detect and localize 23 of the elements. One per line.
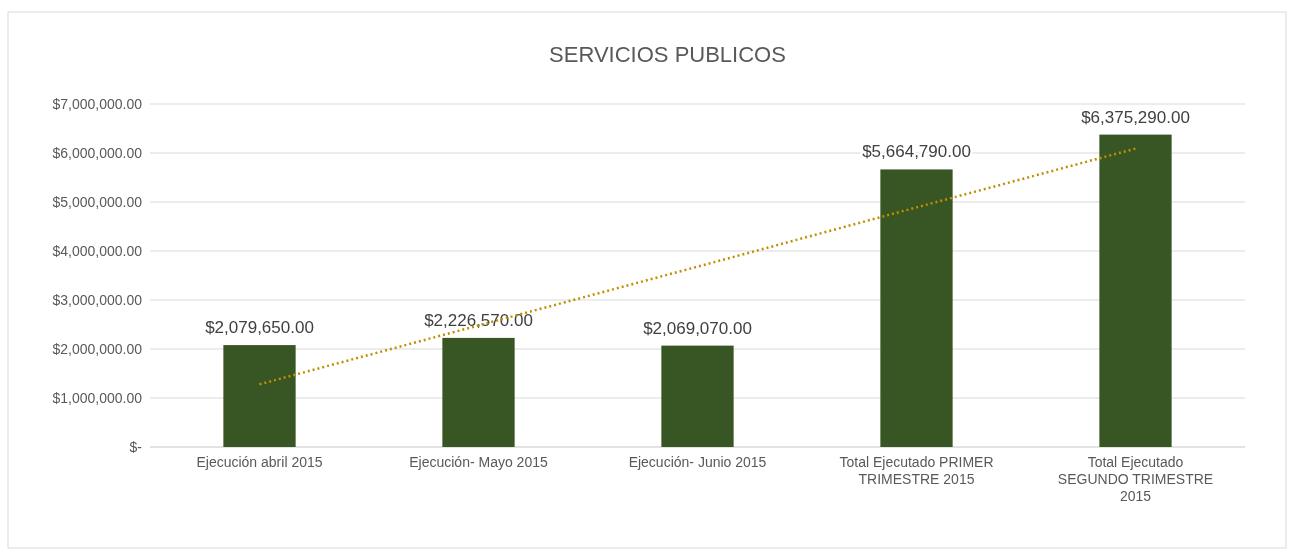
y-tick-label: $2,000,000.00 <box>52 340 143 357</box>
y-tick-label: $3,000,000.00 <box>52 291 143 308</box>
x-tick-label: Ejecución abril 2015 <box>196 453 323 470</box>
bar <box>223 345 296 447</box>
x-tick-label: Total Ejecutado PRIMER TRIMESTRE 2015 <box>839 453 994 487</box>
bar <box>1099 134 1172 447</box>
data-label: $5,664,790.00 <box>862 142 971 162</box>
bar <box>880 169 953 447</box>
data-label: $6,375,290.00 <box>1081 107 1190 127</box>
y-tick-label: $7,000,000.00 <box>52 95 143 112</box>
data-label: $2,069,070.00 <box>643 318 752 338</box>
chart-title: SERVICIOS PUBLICOS <box>549 42 786 67</box>
bar <box>442 337 515 447</box>
y-tick-label: $6,000,000.00 <box>52 144 143 161</box>
x-tick-label: Total Ejecutado SEGUNDO TRIMESTRE 2015 <box>1057 453 1214 504</box>
y-tick-label: $4,000,000.00 <box>52 242 143 259</box>
y-tick-label: $1,000,000.00 <box>52 389 143 406</box>
y-tick-label: $5,000,000.00 <box>52 193 143 210</box>
data-label: $2,079,650.00 <box>205 318 314 338</box>
x-tick-label: Ejecución- Mayo 2015 <box>409 453 548 470</box>
x-tick-label: Ejecución- Junio 2015 <box>628 453 767 470</box>
bar <box>661 345 734 447</box>
y-tick-label: $- <box>129 438 143 455</box>
